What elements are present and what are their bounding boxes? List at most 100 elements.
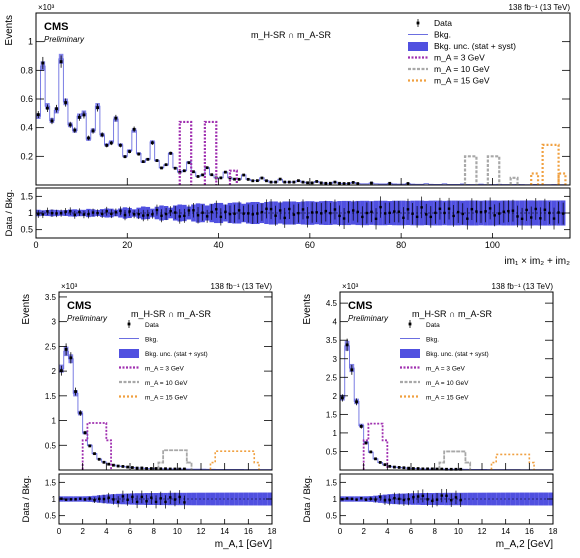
x-tick-label: 4 [104, 527, 109, 536]
ratio-point [100, 212, 104, 216]
legend: Data Bkg. Bkg. unc. (stat + syst) m_A = 3 G… [400, 320, 489, 402]
ratio-panel: 0.5 1 1.5 Data / Bkg. [4, 187, 571, 239]
ratio-point [315, 211, 318, 214]
ratio-point [434, 211, 437, 215]
data-points [59, 343, 186, 471]
ratio-point [251, 213, 254, 216]
signal-ma15 [490, 453, 535, 470]
ratio-point [426, 498, 429, 501]
signal-ma3 [81, 422, 112, 470]
ratio-point [415, 215, 419, 219]
ratio-point [338, 214, 341, 218]
data-point [114, 116, 118, 120]
ratio-point [365, 211, 369, 215]
legend-data-marker [408, 322, 412, 326]
main-frame [339, 291, 554, 471]
signals [178, 120, 567, 185]
ratio-y-tick-label: 0.5 [20, 225, 33, 235]
ratio-point [493, 214, 496, 217]
legend-ma3-label: m_A = 3 GeV [426, 366, 466, 373]
data-point [145, 467, 148, 470]
signal-ma3 [362, 422, 389, 470]
data-point [135, 466, 139, 470]
legend-data-label: Data [434, 18, 452, 28]
ratio-unc-band [186, 492, 192, 506]
ratio-point [88, 497, 91, 500]
x-tick-label: 18 [549, 527, 558, 536]
ratio-point [87, 213, 90, 216]
data-point [164, 467, 167, 471]
x-tick-label: 8 [151, 527, 156, 536]
ratio-point [520, 217, 524, 221]
ratio-y-axis-label: Data / Bkg. [302, 476, 313, 523]
ratio-y-tick-label: 1 [28, 208, 33, 218]
preliminary-label: Preliminary [44, 35, 85, 44]
x-tick-label: 80 [396, 240, 406, 250]
ratio-point [183, 501, 186, 504]
ratio-point [479, 210, 483, 214]
y-tick-label: 0.2 [20, 151, 33, 161]
ratio-point [342, 217, 346, 220]
ratio-point [548, 211, 551, 215]
ratio-point [196, 214, 200, 217]
data-point [297, 179, 300, 183]
legend-ma10-label: m_A = 10 GeV [434, 64, 490, 74]
y-tick-label: 1.5 [45, 392, 57, 401]
ratio-point [169, 496, 172, 499]
legend-bkg-label: Bkg. [145, 337, 158, 344]
data-point [128, 150, 131, 153]
x-tick-label: 6 [409, 527, 414, 536]
y-tick-label: 4.5 [326, 299, 338, 308]
x-tick-label: 0 [57, 527, 62, 536]
ratio-point [324, 209, 328, 213]
ratio-point [201, 211, 204, 214]
data-point [78, 411, 82, 415]
data-point [430, 467, 434, 471]
ratio-point [91, 211, 95, 214]
ratio-point [552, 217, 556, 220]
chart-bl: 0.5 1 1.5 2 2.5 3 3.5 0 2 4 6 8 10 12 14 16 18 ×10³ Events… [21, 282, 277, 550]
signal-ma10 [509, 176, 519, 185]
ratio-point [269, 207, 273, 211]
ratio-point [393, 210, 396, 213]
data-point [36, 113, 40, 116]
ratio-panel: 0.5 1 1.5 Data / Bkg. [302, 473, 554, 525]
data-point [278, 177, 282, 181]
data-point [126, 465, 130, 469]
ratio-point [224, 210, 227, 213]
x-tick-label: 0 [33, 240, 38, 250]
chart-br: 0.5 1 1.5 2 2.5 3 3.5 4 4.5 0 2 4 6 8 10 12 14 16 18 ×10³ Ev… [302, 282, 558, 550]
data-point [149, 467, 153, 470]
ratio-point [488, 207, 492, 210]
data-point [383, 463, 387, 467]
data-point [160, 166, 163, 170]
legend-ma15-label: m_A = 15 GeV [434, 76, 490, 86]
data-point [146, 157, 150, 161]
ratio-unc-band [496, 492, 501, 506]
ratio-point [69, 498, 73, 501]
data-point [46, 106, 49, 110]
ratio-point [160, 214, 163, 217]
ratio-point [265, 207, 268, 211]
data-point [356, 182, 360, 185]
ratio-point [288, 207, 291, 211]
ratio-point [83, 498, 87, 501]
data-point [91, 129, 95, 133]
data-point [340, 396, 344, 400]
main-axes: 0.5 1 1.5 2 2.5 3 3.5 0 2 4 6 8 10 12 14 16 18 [45, 293, 277, 536]
x-tick-label: 100 [485, 240, 500, 250]
x-axis-label: m_A,1 [GeV] [215, 539, 272, 550]
legend-bkg-label: Bkg. [434, 30, 451, 40]
signal-ma15 [541, 143, 560, 185]
legend-bkg-unc-label: Bkg. unc. (stat + syst) [434, 41, 516, 51]
data-point [41, 61, 45, 65]
data-point [96, 106, 100, 110]
ratio-unc-band [191, 492, 197, 506]
signals [81, 422, 260, 470]
data-point [347, 182, 351, 185]
ratio-point [116, 500, 120, 503]
ratio-point [128, 210, 131, 213]
data-point [449, 467, 453, 471]
data-point [306, 181, 309, 185]
lumi-label: 138 fb⁻¹ (13 TeV) [211, 282, 273, 291]
